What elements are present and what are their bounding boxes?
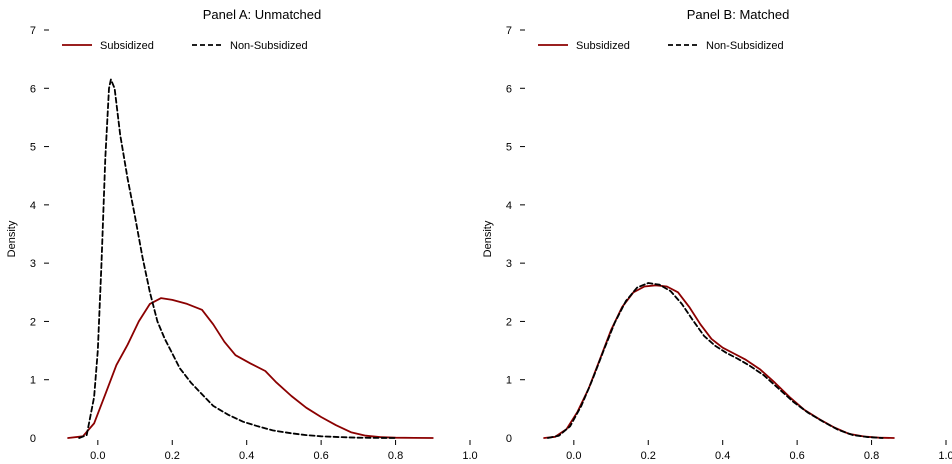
y-tick-label: 4	[30, 200, 36, 212]
series-line-subsidized	[543, 284, 895, 439]
legend-label: Non-Subsidized	[230, 40, 308, 52]
y-tick-label: 2	[506, 316, 512, 328]
y-tick-label: 5	[30, 142, 36, 154]
panel-title: Panel A: Unmatched	[203, 7, 322, 22]
y-tick-label: 0	[506, 433, 512, 445]
y-tick-label: 6	[506, 83, 512, 95]
y-tick-label: 3	[30, 258, 36, 270]
y-tick-label: 7	[30, 25, 36, 37]
x-tick-label: 0.4	[239, 450, 254, 462]
y-tick-label: 7	[506, 25, 512, 37]
y-tick-label: 6	[30, 83, 36, 95]
y-tick-label: 1	[30, 375, 36, 387]
panel-b: Panel B: Matched Density 0 1 2 3 4 5 6 7 0.0 0.2 0.4…	[482, 7, 952, 462]
x-tick-label: 0.2	[165, 450, 180, 462]
legend-label: Subsidized	[576, 40, 630, 52]
y-axis-label: Density	[6, 220, 18, 257]
panel-title: Panel B: Matched	[687, 7, 790, 22]
y-axis-label: Density	[482, 220, 494, 257]
panel-a: Panel A: Unmatched Density 0 1 2 3 4 5 6 7 0.0 0.2 0…	[6, 7, 478, 462]
x-tick-label: 0.6	[313, 450, 328, 462]
series-line-non-subsidized	[546, 282, 884, 439]
x-tick-label: 1.0	[938, 450, 952, 462]
y-tick-label: 2	[30, 316, 36, 328]
x-tick-label: 0.4	[715, 450, 730, 462]
legend-label: Non-Subsidized	[706, 40, 784, 52]
y-tick-label: 3	[506, 258, 512, 270]
y-tick-label: 4	[506, 200, 512, 212]
x-tick-label: 1.0	[462, 450, 477, 462]
series-line-non-subsidized	[78, 78, 397, 439]
x-tick-label: 0.0	[566, 450, 581, 462]
x-tick-label: 0.8	[388, 450, 403, 462]
x-tick-label: 0.6	[789, 450, 804, 462]
x-tick-label: 0.8	[864, 450, 879, 462]
y-tick-label: 0	[30, 433, 36, 445]
x-tick-label: 0.2	[641, 450, 656, 462]
y-tick-label: 1	[506, 375, 512, 387]
y-tick-label: 5	[506, 142, 512, 154]
x-tick-label: 0.0	[90, 450, 105, 462]
legend-label: Subsidized	[100, 40, 154, 52]
series-line-subsidized	[67, 297, 434, 439]
